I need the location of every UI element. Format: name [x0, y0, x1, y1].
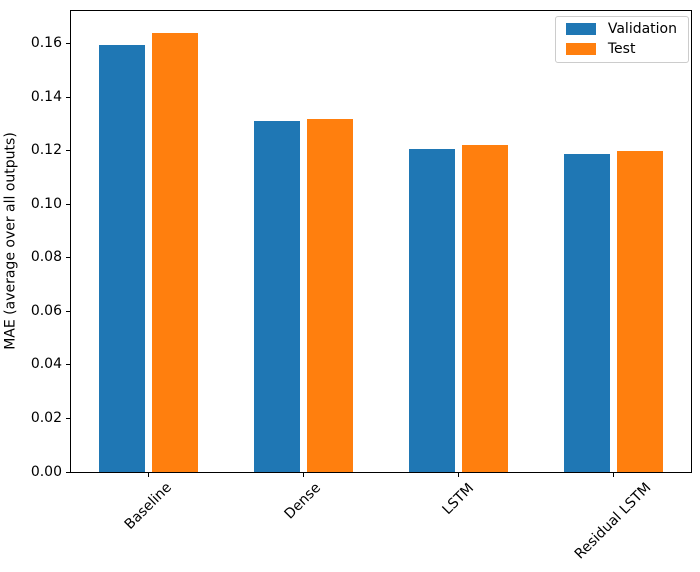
legend-entry-test: Test: [565, 41, 677, 57]
y-tick-mark: [66, 150, 70, 152]
y-tick-label: 0.04: [30, 356, 62, 373]
y-tick-label: 0.16: [30, 35, 62, 52]
x-tick-label-residual-lstm: Residual LSTM: [571, 479, 655, 563]
x-tick-label-lstm: LSTM: [439, 479, 477, 518]
y-tick-mark: [66, 310, 70, 312]
x-tick-label-baseline: Baseline: [121, 479, 175, 534]
legend: Validation Test: [554, 16, 689, 63]
plot-area: Validation Test: [70, 10, 692, 473]
x-tick-label-dense: Dense: [281, 479, 325, 523]
x-tick-mark: [303, 473, 304, 477]
x-tick-mark: [458, 473, 459, 477]
bar-test-lstm: [461, 145, 509, 472]
bar-validation-residual-lstm: [563, 154, 611, 472]
legend-label-validation: Validation: [607, 21, 677, 37]
y-tick-label: 0.06: [30, 302, 62, 319]
bar-test-residual-lstm: [616, 151, 664, 472]
y-tick-label: 0.02: [30, 409, 62, 426]
x-tick-mark: [613, 473, 614, 477]
y-tick-mark: [66, 417, 70, 419]
y-tick-label: 0.08: [30, 249, 62, 266]
bar-validation-dense: [253, 120, 301, 472]
legend-entry-validation: Validation: [565, 21, 677, 37]
bar-validation-baseline: [98, 45, 146, 472]
bar-validation-lstm: [408, 149, 456, 472]
legend-swatch-validation: [565, 23, 596, 35]
y-tick-label: 0.10: [30, 195, 62, 212]
y-tick-label: 0.12: [30, 142, 62, 159]
y-tick-mark: [66, 257, 70, 259]
y-tick-mark: [66, 96, 70, 98]
y-tick-mark: [66, 471, 70, 473]
y-tick-mark: [66, 43, 70, 45]
legend-swatch-test: [565, 43, 596, 55]
bar-test-baseline: [151, 32, 199, 472]
bar-test-dense: [306, 119, 354, 472]
y-tick-mark: [66, 203, 70, 205]
y-tick-label: 0.14: [30, 88, 62, 105]
legend-label-test: Test: [607, 41, 636, 57]
y-tick-mark: [66, 364, 70, 366]
x-tick-mark: [148, 473, 149, 477]
y-tick-label: 0.00: [30, 463, 62, 480]
